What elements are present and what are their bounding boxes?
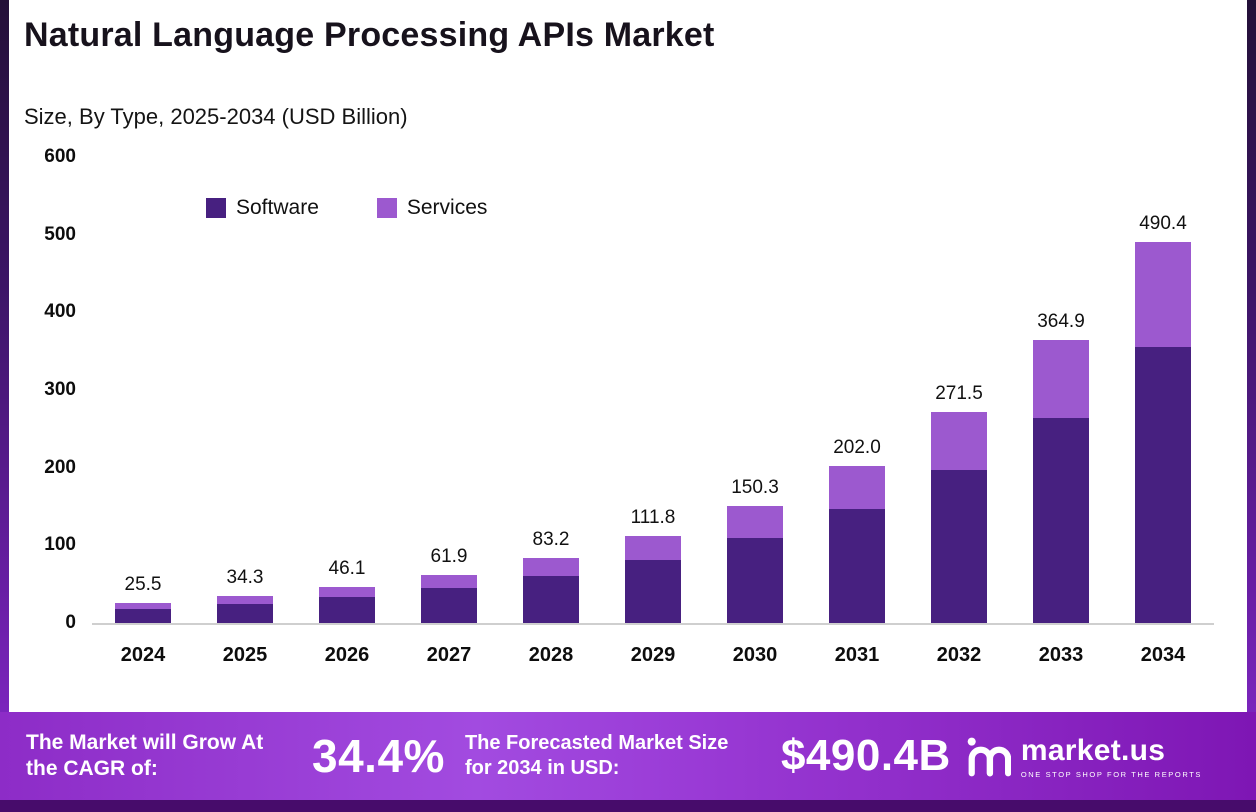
y-tick-label: 500 — [44, 223, 76, 245]
brand-name: market.us — [1020, 733, 1166, 767]
page-title: Natural Language Processing APIs Market — [24, 16, 715, 54]
x-tick-label: 2029 — [630, 644, 676, 666]
software-segment — [625, 559, 681, 623]
x-tick-label: 2026 — [324, 644, 370, 666]
bar-group-2030: 150.3 — [704, 157, 806, 623]
bar-stack — [727, 506, 783, 623]
total-label: 34.3 — [226, 567, 264, 589]
bar-group-2031: 202.0 — [806, 157, 908, 623]
bar-stack — [1135, 242, 1191, 623]
total-label: 111.8 — [630, 507, 676, 529]
right-border — [1247, 0, 1256, 812]
footer-banner: The Market will Grow At the CAGR of: 34.… — [0, 712, 1256, 800]
plot-area: 25.5 34.3 46.1 61.9 83.2 111.8 150.3 202.0 271.5… — [92, 157, 1214, 625]
bar-group-2034: 490.4 — [1112, 157, 1214, 623]
total-label: 271.5 — [935, 383, 983, 405]
total-label: 150.3 — [731, 477, 779, 499]
services-segment — [1135, 242, 1191, 347]
services-segment — [319, 587, 375, 598]
bar-group-2032: 271.5 — [908, 157, 1010, 623]
bar-stack — [1033, 339, 1089, 623]
y-axis: 0 100 200 300 400 500 600 — [0, 0, 80, 812]
market-us-icon — [967, 737, 1011, 777]
total-label: 61.9 — [430, 545, 468, 567]
legend: Software Services — [206, 196, 487, 220]
bar-group-2025: 34.3 — [194, 157, 296, 623]
x-tick-label: 2033 — [1038, 644, 1084, 666]
services-segment — [1033, 339, 1089, 418]
bar-stack — [217, 596, 273, 623]
software-segment — [217, 603, 273, 623]
total-label: 46.1 — [328, 558, 366, 580]
y-tick-label: 100 — [44, 534, 76, 556]
x-tick-label: 2027 — [426, 644, 472, 666]
software-swatch — [206, 198, 226, 218]
bar-group-2024: 25.5 — [92, 157, 194, 623]
page-subtitle: Size, By Type, 2025-2034 (USD Billion) — [24, 104, 408, 129]
y-tick-label: 400 — [44, 301, 76, 323]
services-swatch — [376, 198, 397, 218]
y-tick-label: 200 — [44, 456, 76, 478]
legend-label-services: Services — [406, 196, 488, 219]
services-segment — [523, 558, 579, 577]
bar-stack — [625, 536, 681, 623]
total-label: 25.5 — [124, 574, 162, 596]
software-segment — [829, 509, 885, 623]
brand-tagline: ONE STOP SHOP FOR THE REPORTS — [1020, 769, 1202, 779]
software-segment — [931, 470, 987, 623]
bar-stack — [931, 412, 987, 623]
software-segment — [727, 538, 783, 623]
left-border — [0, 0, 9, 812]
x-tick-label: 2025 — [222, 644, 268, 666]
total-label: 83.2 — [532, 529, 570, 551]
legend-label-software: Software — [236, 196, 319, 219]
software-segment — [115, 608, 171, 623]
total-label: 490.4 — [1139, 213, 1187, 235]
legend-item-services: Services — [376, 196, 488, 220]
total-label: 202.0 — [833, 437, 881, 459]
services-segment — [625, 536, 681, 560]
forecast-value: $490.4B — [780, 731, 951, 780]
software-segment — [421, 588, 477, 623]
bar-group-2029: 111.8 — [602, 157, 704, 623]
software-segment — [1033, 417, 1089, 623]
y-tick-label: 0 — [65, 612, 76, 633]
x-tick-label: 2031 — [834, 644, 880, 666]
bar-stack — [319, 587, 375, 623]
bar-stack — [115, 603, 171, 623]
services-segment — [829, 466, 885, 510]
x-tick-label: 2034 — [1140, 644, 1186, 666]
bar-stack — [421, 574, 477, 623]
legend-item-software: Software — [206, 196, 319, 220]
services-segment — [931, 412, 987, 470]
bar-group-2026: 46.1 — [296, 157, 398, 623]
x-axis: 2024 2025 2026 2027 2028 2029 2030 2031 2032 2033… — [92, 644, 1214, 667]
banner-bottom-strip — [0, 800, 1256, 812]
services-segment — [727, 506, 783, 539]
services-segment — [115, 603, 171, 609]
y-tick-label: 600 — [44, 146, 76, 167]
cagr-label: The Market will Grow At the CAGR of: — [26, 730, 264, 780]
total-label: 364.9 — [1037, 310, 1085, 332]
x-tick-label: 2032 — [936, 644, 982, 666]
bar-group-2033: 364.9 — [1010, 157, 1112, 623]
brand-logo: market.us ONE STOP SHOP FOR THE REPORTS — [965, 733, 1202, 779]
y-tick-label: 300 — [44, 379, 76, 400]
cagr-value: 34.4% — [312, 730, 445, 782]
services-segment — [421, 574, 477, 589]
bar-group-2028: 83.2 — [500, 157, 602, 623]
software-segment — [523, 576, 579, 623]
x-tick-label: 2024 — [120, 644, 166, 666]
x-tick-label: 2030 — [732, 644, 778, 666]
software-segment — [1135, 346, 1191, 623]
x-tick-label: 2028 — [528, 644, 574, 666]
forecast-label: The Forecasted Market Size for 2034 in U… — [464, 732, 729, 779]
software-segment — [319, 597, 375, 623]
bar-group-2027: 61.9 — [398, 157, 500, 623]
bar-stack — [523, 558, 579, 623]
bar-stack — [829, 466, 885, 623]
services-segment — [217, 596, 273, 604]
